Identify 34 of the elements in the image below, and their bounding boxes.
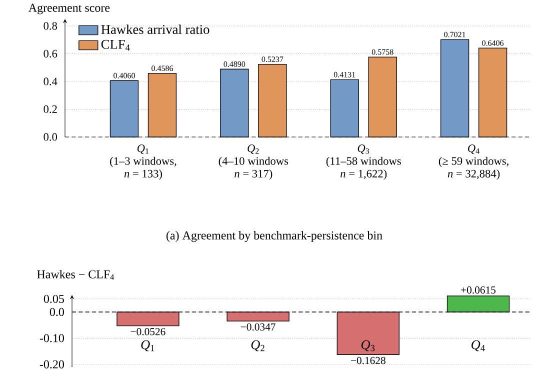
text: (a) Agreement by benchmark-persistence bin (166, 231, 382, 242)
x-tick-label: Q$_{3}$ (361, 340, 375, 352)
y-tick-label: 0.4 (44, 78, 58, 86)
x-tick-label: Q$_{4}$ (≥ 59 windows, n = 32,884) (438, 144, 508, 180)
x-tick-label: Q$_{1}$ (141, 340, 154, 352)
legend-label: CLF$_{4}$ (101, 40, 130, 51)
y-tick-label: -0.20 (40, 360, 64, 368)
y-tick-label: 0.0 (50, 308, 64, 316)
y-axis-title: Agreement score (28, 4, 110, 14)
data-label: 0.4586 (152, 66, 174, 72)
x-tick-label: Q$_{1}$ (1–3 windows, n = 133) (110, 144, 176, 180)
y-tick-label: 0.0 (44, 133, 58, 141)
data-label: 0.5758 (372, 49, 394, 55)
data-label: 0.4060 (114, 72, 135, 78)
data-label: 0.7021 (444, 32, 466, 38)
x-tick-label: Q$_{4}$ (472, 340, 485, 352)
data-label: −0.0347 (240, 323, 276, 331)
data-label: 0.4890 (224, 61, 246, 67)
y-tick-label: 0.2 (44, 105, 57, 114)
y-tick-label: 0.05 (44, 294, 64, 303)
legend-label: Hawkes arrival ratio (101, 24, 210, 34)
data-label: 0.5237 (262, 56, 284, 62)
data-label: +0.0615 (461, 286, 496, 294)
data-label: 0.6406 (482, 40, 504, 46)
x-tick-label: Q$_{2}$ (251, 340, 264, 352)
data-label: −0.1628 (351, 356, 386, 364)
x-tick-label: Q$_{3}$ (11–58 windows n = 1,622) (326, 144, 401, 180)
data-label: −0.0526 (130, 328, 166, 336)
y-axis-title: Hawkes − CLF$_{4}$ (37, 270, 114, 280)
data-label: 0.4131 (334, 72, 356, 78)
y-tick-label: 0.8 (44, 22, 58, 30)
y-tick-label: -0.10 (40, 334, 64, 342)
y-tick-label: 0.6 (44, 50, 58, 58)
x-tick-label: Q$_{2}$ (4–10 windows n = 317) (218, 144, 288, 180)
